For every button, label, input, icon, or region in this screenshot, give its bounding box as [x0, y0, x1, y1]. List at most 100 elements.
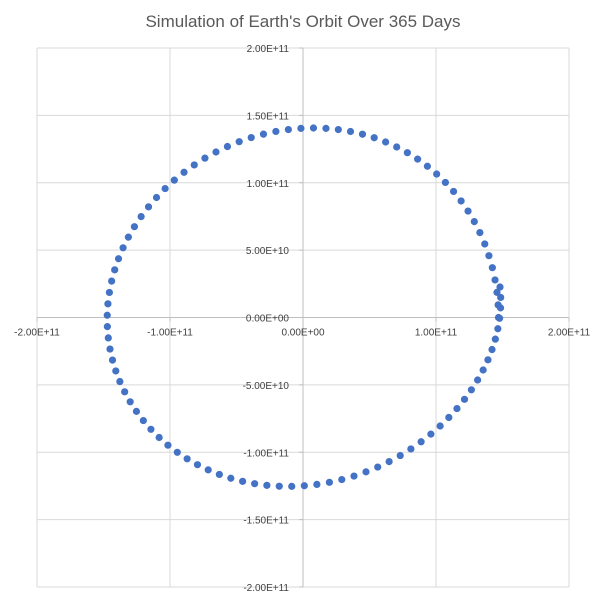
data-point [201, 154, 209, 162]
data-point [170, 176, 178, 184]
data-point [130, 223, 139, 231]
data-point [173, 448, 181, 456]
data-point [105, 288, 113, 297]
x-tick-label: -2.00E+11 [14, 328, 60, 339]
data-point [350, 472, 358, 480]
data-points [103, 124, 505, 490]
data-point [467, 386, 475, 394]
data-point [272, 127, 280, 136]
data-point [476, 228, 484, 237]
data-point [104, 300, 112, 308]
data-point [362, 468, 370, 476]
data-point [152, 193, 161, 202]
data-point [457, 197, 465, 205]
chart-title: Simulation of Earth's Orbit Over 365 Day… [145, 12, 460, 31]
data-point [423, 162, 431, 170]
data-point [263, 481, 271, 489]
data-point [180, 168, 188, 176]
data-point [108, 277, 116, 285]
data-point [275, 482, 283, 490]
data-point [481, 240, 489, 248]
data-point [334, 125, 342, 134]
data-point [374, 463, 382, 471]
data-point [449, 187, 458, 196]
data-point [212, 148, 220, 156]
x-tick-label: 2.00E+11 [548, 328, 591, 339]
data-point [441, 178, 449, 187]
data-point [417, 438, 425, 446]
data-point [297, 124, 305, 132]
data-point [121, 388, 129, 396]
y-tick-label: -1.50E+11 [243, 516, 289, 527]
data-point [204, 466, 212, 474]
data-point [259, 130, 268, 138]
data-point [496, 304, 505, 312]
data-point [496, 283, 504, 291]
data-point [385, 457, 393, 466]
data-point [114, 255, 123, 263]
data-point [338, 475, 346, 484]
data-point [144, 203, 153, 211]
data-point [111, 266, 119, 274]
data-point [322, 124, 330, 132]
data-point [223, 142, 232, 151]
data-point [251, 480, 259, 488]
data-point [104, 334, 112, 342]
data-point [470, 218, 478, 226]
data-point [445, 413, 453, 422]
data-point [427, 430, 435, 438]
data-point [479, 366, 487, 374]
data-point [137, 212, 145, 221]
data-point [325, 478, 333, 486]
data-point [103, 323, 111, 331]
data-point [370, 134, 378, 142]
data-point [112, 367, 120, 375]
data-point [403, 149, 411, 157]
data-point [132, 407, 141, 415]
data-point [235, 138, 243, 146]
data-point [453, 404, 461, 413]
data-point [300, 482, 308, 490]
data-point [116, 377, 124, 386]
data-point [382, 138, 390, 146]
data-point [108, 356, 117, 364]
data-point [495, 314, 504, 322]
data-point [484, 356, 492, 364]
data-point [309, 124, 318, 132]
x-tick-label: 1.00E+11 [415, 328, 458, 339]
data-point [119, 244, 127, 252]
data-point [393, 143, 401, 151]
y-tick-label: 2.00E+11 [247, 44, 290, 55]
data-point [126, 398, 134, 406]
data-point [183, 455, 191, 463]
data-point [464, 207, 472, 215]
data-point [313, 480, 321, 488]
data-point [491, 335, 499, 343]
data-point [346, 127, 355, 136]
data-point [215, 470, 223, 479]
y-tick-label: -1.00E+11 [243, 448, 289, 459]
data-point [155, 433, 163, 442]
data-point [407, 445, 415, 453]
tick-labels: -2.00E+11 -1.00E+11 0.00E+00 1.00E+11 2.00E+… [14, 44, 590, 594]
data-point [433, 170, 441, 178]
data-point [491, 276, 499, 284]
data-point [147, 425, 155, 433]
y-tick-label: 0.00E+00 [246, 314, 290, 325]
data-point [485, 252, 493, 260]
x-tick-label: 0.00E+00 [281, 328, 325, 339]
x-tick-label: -1.00E+11 [147, 328, 193, 339]
data-point [284, 125, 292, 134]
data-point [436, 422, 444, 430]
data-point [103, 311, 111, 319]
data-point [227, 474, 235, 482]
data-point [106, 345, 114, 353]
data-point [124, 233, 132, 241]
data-point [497, 293, 505, 302]
data-point [193, 461, 202, 469]
data-point [288, 482, 296, 490]
data-point [164, 441, 172, 449]
data-point [139, 416, 147, 425]
data-point [414, 155, 422, 163]
